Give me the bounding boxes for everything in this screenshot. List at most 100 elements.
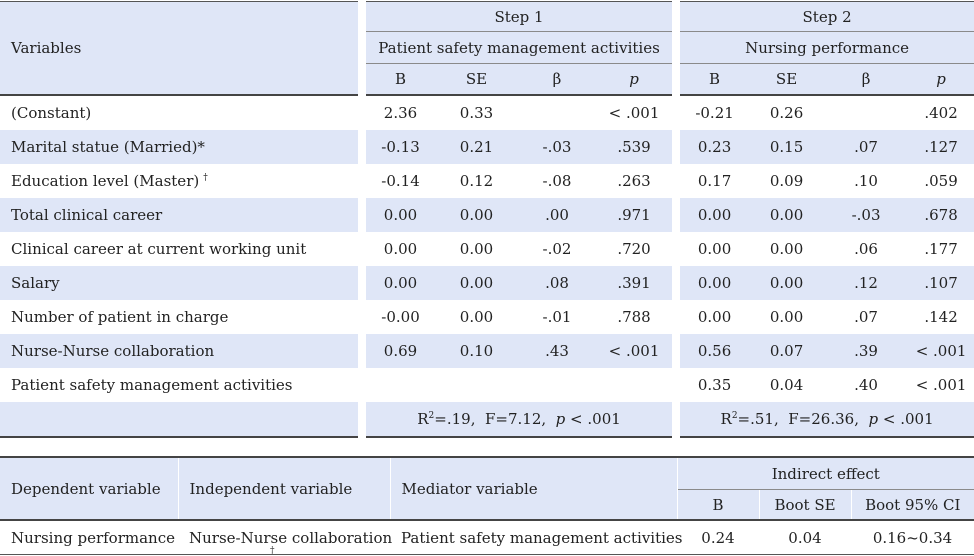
s2-se-cell: 0.00 [749, 198, 825, 232]
col-se-header: SE [749, 63, 825, 96]
s1-b-cell: -0.00 [362, 300, 435, 334]
s2-b-cell: -0.21 [676, 95, 750, 130]
variables-header: Variables [0, 1, 366, 96]
boot-se-header: Boot SE [759, 489, 852, 521]
indirect-b-header: B [677, 489, 760, 521]
s1-p-cell: < .001 [596, 334, 681, 368]
table-row: Education level (Master) † -0.14 0.12 -.08.2… [0, 164, 974, 198]
row-dependent: Nursing performance [0, 520, 178, 555]
s1-b-cell: 0.00 [362, 266, 435, 300]
s1-se-cell: 0.10 [435, 334, 518, 368]
table-row: Number of patient in charge -0.00 0.00 -.01… [0, 300, 974, 334]
s1-se-cell: 0.00 [435, 232, 518, 266]
s1-se-cell [435, 368, 518, 402]
s1-b-cell: 0.69 [362, 334, 435, 368]
s2-p-cell: .127 [908, 130, 974, 164]
table-row: Salary 0.00 0.00.08.391 0.00 0.00.12.107 [0, 266, 974, 300]
s1-se-cell: 0.12 [435, 164, 518, 198]
s2-b-cell: 0.23 [676, 130, 750, 164]
s2-beta-cell: .40 [824, 368, 909, 402]
s2-se-cell: 0.09 [749, 164, 825, 198]
table-row: Total clinical career 0.00 0.00.00.971 0.00… [0, 198, 974, 232]
s1-b-cell [362, 368, 435, 402]
col-p-header: p [908, 63, 974, 96]
s1-b-cell: -0.14 [362, 164, 435, 198]
variable-name: Clinical career at current working unit [0, 232, 366, 266]
s2-se-cell: 0.26 [749, 95, 825, 130]
s2-beta-cell [824, 95, 909, 130]
s1-beta-cell: -.08 [518, 164, 596, 198]
col-p-header: p [596, 63, 681, 96]
footnote-dagger: † [203, 173, 208, 183]
s1-se-cell: 0.00 [435, 300, 518, 334]
s2-beta-cell: .06 [824, 232, 909, 266]
s2-b-cell: 0.00 [676, 232, 750, 266]
s1-p-cell [596, 368, 681, 402]
s2-p-cell: < .001 [908, 368, 974, 402]
mediator-variable-header: Mediator variable [390, 457, 678, 521]
variable-name: Marital statue (Married)* [0, 130, 366, 164]
s2-beta-cell: -.03 [824, 198, 909, 232]
variable-name: Number of patient in charge [0, 300, 366, 334]
step1-dependent-header: Patient safety management activities [362, 31, 681, 64]
s2-p-cell: .177 [908, 232, 974, 266]
col-b-header: B [362, 63, 435, 96]
col-beta-header: β [518, 63, 596, 96]
s1-p-cell: .788 [596, 300, 681, 334]
s2-se-cell: 0.00 [749, 232, 825, 266]
s1-p-cell: .263 [596, 164, 681, 198]
s2-p-cell: .142 [908, 300, 974, 334]
variable-name: Salary [0, 266, 366, 300]
s1-beta-cell: .00 [518, 198, 596, 232]
variable-name: Nurse-Nurse collaboration [0, 334, 366, 368]
s1-beta-cell: .43 [518, 334, 596, 368]
s2-p-cell: .107 [908, 266, 974, 300]
s2-p-cell: .059 [908, 164, 974, 198]
step1-header: Step 1 [362, 1, 681, 32]
col-beta-header: β [824, 63, 909, 96]
variable-name: (Constant) [0, 95, 366, 130]
table-row: Patient safety management activities 0.35… [0, 368, 974, 402]
table-row: Nurse-Nurse collaboration 0.69 0.10.43 < .0… [0, 334, 974, 368]
footnote-mark: † [270, 546, 275, 556]
s2-b-cell: 0.00 [676, 198, 750, 232]
s2-se-cell: 0.00 [749, 300, 825, 334]
s2-se-cell: 0.04 [749, 368, 825, 402]
s1-se-cell: 0.00 [435, 266, 518, 300]
dependent-variable-header: Dependent variable [0, 457, 179, 521]
row-indirect-b: 0.24 [677, 520, 759, 555]
s2-se-cell: 0.15 [749, 130, 825, 164]
s2-se-cell: 0.07 [749, 334, 825, 368]
s1-p-cell: < .001 [596, 95, 681, 130]
s1-p-cell: .971 [596, 198, 681, 232]
s1-b-cell: -0.13 [362, 130, 435, 164]
s2-beta-cell: .07 [824, 300, 909, 334]
table-row: Nursing performance Nurse-Nurse collabor… [0, 520, 974, 555]
mediation-table: Dependent variable Independent variable … [0, 456, 974, 555]
variable-name: Total clinical career [0, 198, 366, 232]
variable-name: Education level (Master) † [0, 164, 366, 198]
s2-se-cell: 0.00 [749, 266, 825, 300]
table-row: (Constant) 2.36 0.33 < .001 -0.21 0.26 .402 [0, 95, 974, 130]
s1-b-cell: 2.36 [362, 95, 435, 130]
s1-se-cell: 0.00 [435, 198, 518, 232]
s1-b-cell: 0.00 [362, 198, 435, 232]
row-independent: Nurse-Nurse collaboration [178, 520, 392, 555]
s1-b-cell: 0.00 [362, 232, 435, 266]
s1-se-cell: 0.33 [435, 95, 518, 130]
regression-table: Variables Step 1 Step 2 Patient safety m… [0, 1, 974, 438]
variable-name: Patient safety management activities [0, 368, 366, 402]
table-row: Clinical career at current working unit 0… [0, 232, 974, 266]
row-boot-ci: 0.16~0.34 [851, 520, 974, 555]
s1-beta-cell: -.01 [518, 300, 596, 334]
s2-b-cell: 0.00 [676, 300, 750, 334]
table-row: Marital statue (Married)* -0.13 0.21 -.03.5… [0, 130, 974, 164]
row-mediator: Patient safety management activities [390, 520, 683, 555]
s2-b-cell: 0.35 [676, 368, 750, 402]
s2-beta-cell: .39 [824, 334, 909, 368]
boot-ci-header: Boot 95% CI [851, 489, 974, 521]
s1-se-cell: 0.21 [435, 130, 518, 164]
step2-dependent-header: Nursing performance [676, 31, 974, 64]
s2-model-summary: R2=.51, F=26.36, p < .001 [676, 402, 974, 437]
s1-p-cell: .539 [596, 130, 681, 164]
